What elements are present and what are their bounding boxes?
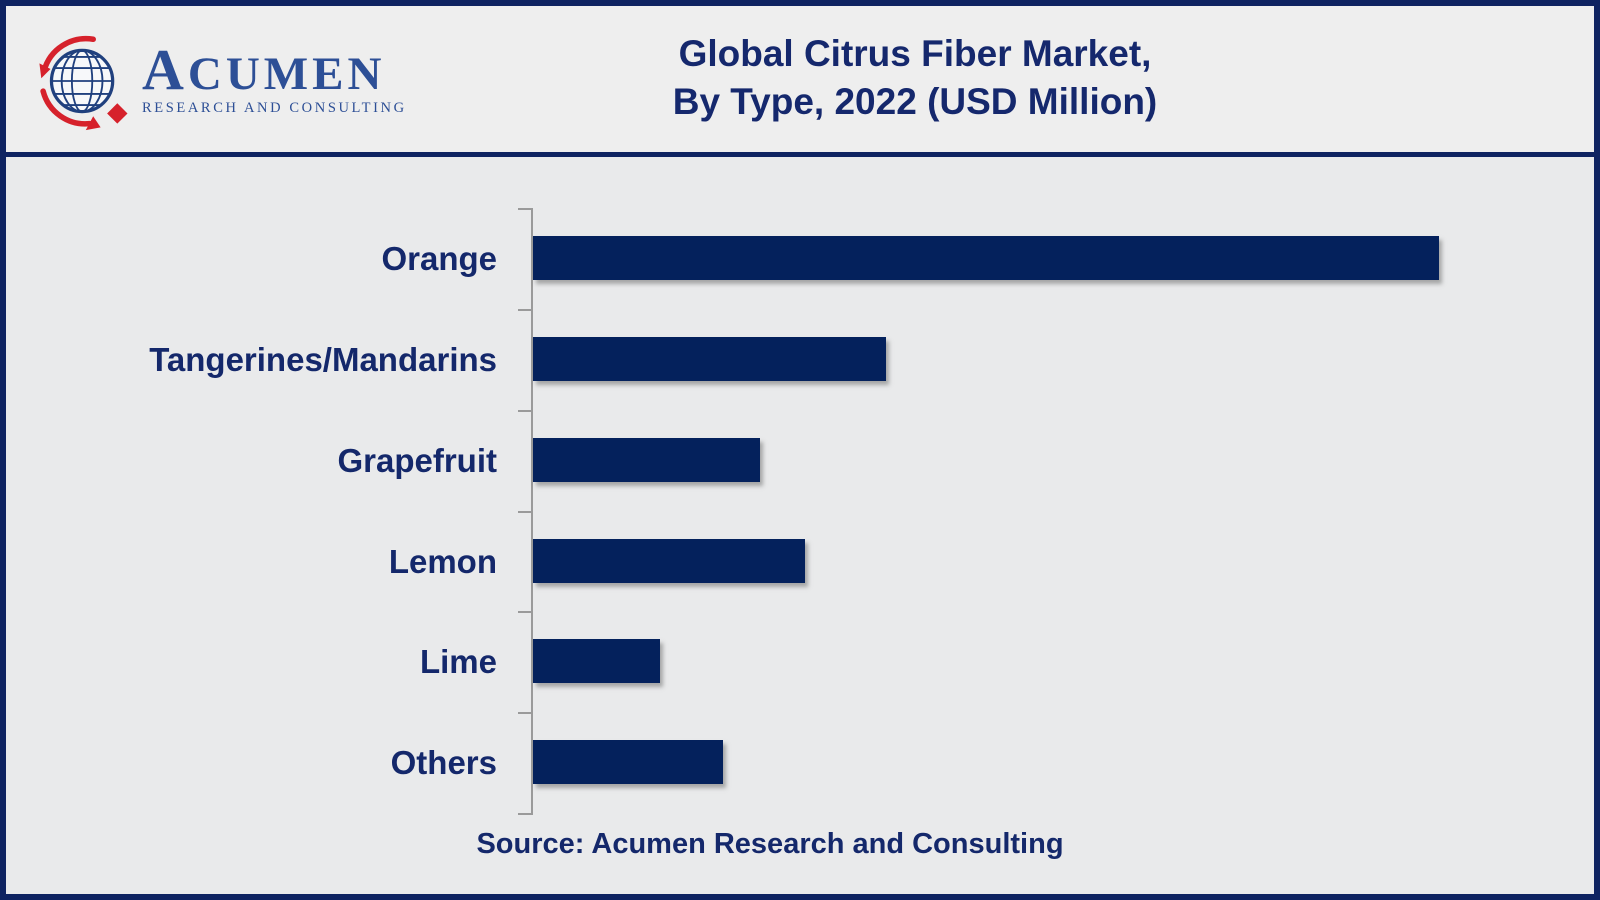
category-label-grapefruit: Grapefruit <box>337 441 497 479</box>
logo-name-rest: CUMEN <box>187 48 386 100</box>
bar-grapefruit <box>533 438 760 482</box>
category-label-orange: Orange <box>381 239 497 277</box>
category-label-lemon: Lemon <box>388 542 497 580</box>
bar-orange <box>533 236 1439 280</box>
axis-tick <box>518 611 531 613</box>
axis-tick <box>518 511 531 513</box>
chart-row: Grapefruit <box>6 410 1594 511</box>
category-label-lime: Lime <box>419 642 497 680</box>
acumen-logo: ACUMEN RESEARCH AND CONSULTING <box>32 30 407 132</box>
bar-tangerines-mandarins <box>533 337 886 381</box>
axis-tick <box>518 309 531 311</box>
chart-row: Tangerines/Mandarins <box>6 309 1594 410</box>
chart-row: Lemon <box>6 511 1594 612</box>
category-label-others: Others <box>390 743 497 781</box>
chart-title-line2: By Type, 2022 (USD Million) <box>672 81 1158 122</box>
chart-row: Orange <box>6 208 1594 309</box>
header: ACUMEN RESEARCH AND CONSULTING Global Ci… <box>6 6 1594 152</box>
axis-tick <box>518 712 531 714</box>
axis-tick <box>518 410 531 412</box>
bar-others <box>533 740 723 784</box>
axis-tick <box>518 813 531 815</box>
logo-name: ACUMEN <box>142 41 407 100</box>
chart-title-line1: Global Citrus Fiber Market, <box>678 33 1152 74</box>
logo-tagline: RESEARCH AND CONSULTING <box>142 100 407 116</box>
globe-icon <box>39 35 128 131</box>
chart-row: Others <box>6 712 1594 813</box>
source-note: Source: Acumen Research and Consulting <box>476 828 1064 860</box>
axis-tick <box>518 208 531 210</box>
chart-row: Lime <box>6 611 1594 712</box>
header-divider <box>6 152 1594 157</box>
chart-title: Global Citrus Fiber Market, By Type, 2022… <box>306 30 1524 126</box>
category-label-tangerines-mandarins: Tangerines/Mandarins <box>149 340 497 378</box>
bar-lemon <box>533 539 805 583</box>
logo-text: ACUMEN RESEARCH AND CONSULTING <box>142 41 407 117</box>
logo-name-initial: A <box>142 37 188 102</box>
bar-lime <box>533 639 660 683</box>
y-axis-line <box>531 208 533 815</box>
